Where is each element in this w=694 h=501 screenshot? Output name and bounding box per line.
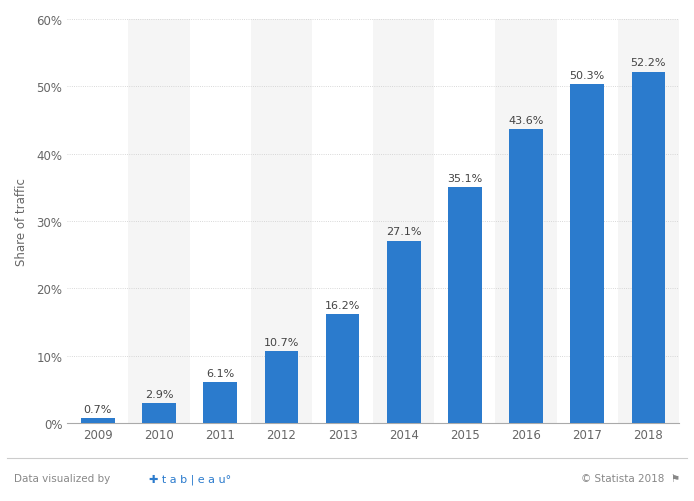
Bar bbox=[632, 72, 666, 423]
Text: 6.1%: 6.1% bbox=[206, 368, 235, 378]
Bar bbox=[496, 20, 557, 423]
Bar bbox=[387, 241, 421, 423]
Bar bbox=[264, 351, 298, 423]
Bar bbox=[325, 314, 359, 423]
Text: 52.2%: 52.2% bbox=[631, 58, 666, 68]
Text: 50.3%: 50.3% bbox=[570, 71, 605, 81]
Bar bbox=[557, 20, 618, 423]
Bar bbox=[203, 382, 237, 423]
Bar bbox=[128, 20, 189, 423]
Bar bbox=[570, 85, 604, 423]
Text: 0.7%: 0.7% bbox=[83, 404, 112, 414]
Bar bbox=[509, 130, 543, 423]
Bar bbox=[312, 20, 373, 423]
Bar bbox=[81, 418, 115, 423]
Text: 35.1%: 35.1% bbox=[447, 173, 482, 183]
Bar bbox=[618, 20, 679, 423]
Bar bbox=[67, 20, 128, 423]
Text: ✚ t a b | e a u°: ✚ t a b | e a u° bbox=[149, 473, 231, 483]
Bar bbox=[434, 20, 496, 423]
Bar bbox=[448, 187, 482, 423]
Bar bbox=[142, 404, 176, 423]
Bar bbox=[373, 20, 434, 423]
Y-axis label: Share of traffic: Share of traffic bbox=[15, 178, 28, 266]
Text: © Statista 2018  ⚑: © Statista 2018 ⚑ bbox=[581, 473, 680, 483]
Text: 27.1%: 27.1% bbox=[386, 227, 421, 237]
Bar bbox=[189, 20, 251, 423]
Text: 43.6%: 43.6% bbox=[509, 116, 543, 126]
Text: 10.7%: 10.7% bbox=[264, 337, 299, 347]
Text: 16.2%: 16.2% bbox=[325, 300, 360, 310]
Text: Data visualized by: Data visualized by bbox=[14, 473, 110, 483]
Bar bbox=[251, 20, 312, 423]
Text: 2.9%: 2.9% bbox=[145, 390, 174, 400]
